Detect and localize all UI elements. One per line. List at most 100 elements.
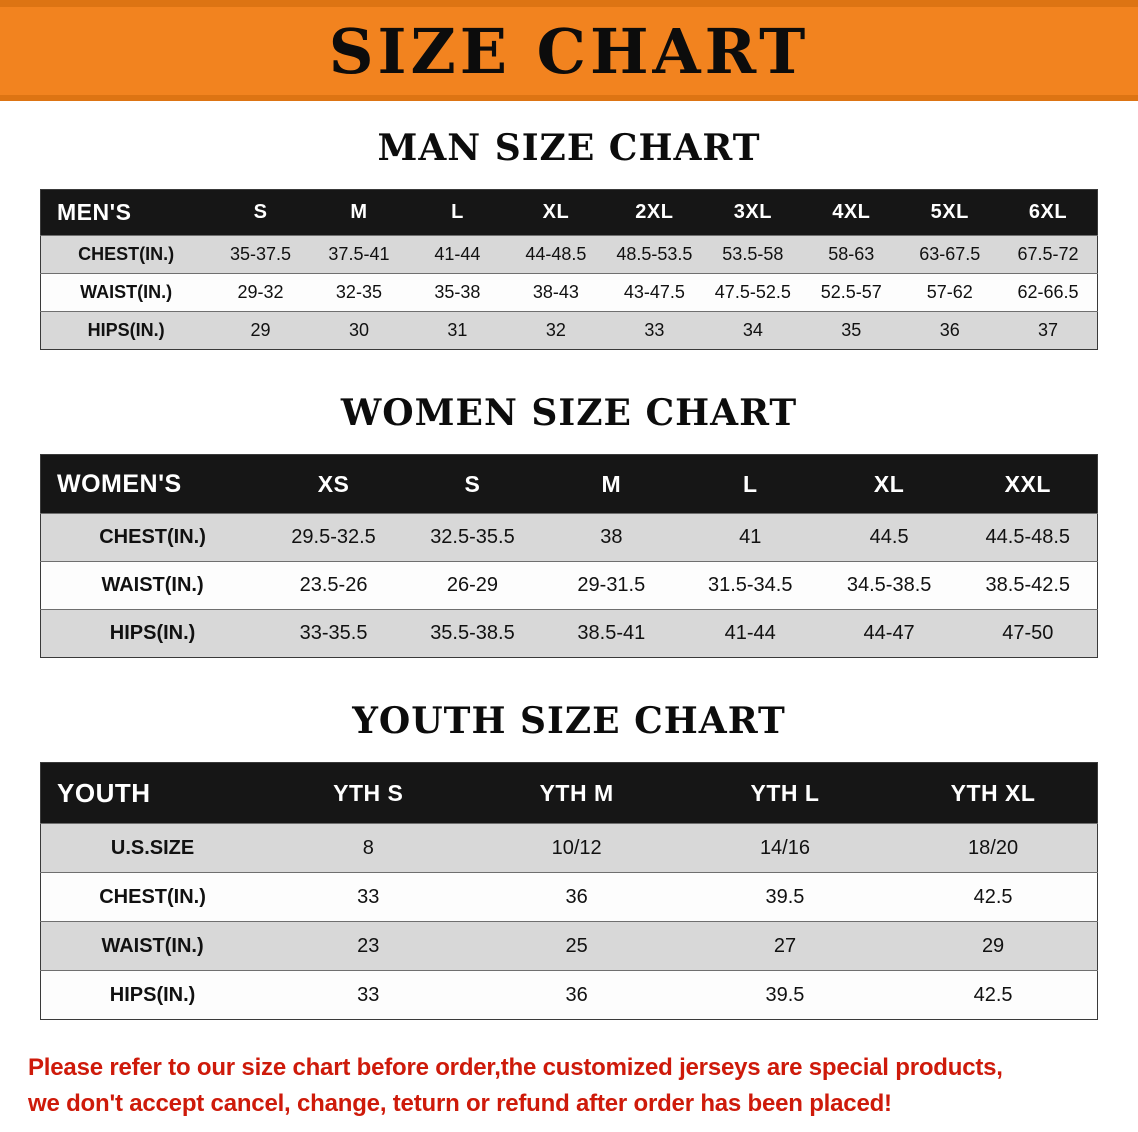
size-value-cell: 37.5-41 (328, 244, 390, 264)
size-column-header: XXL (958, 454, 1098, 514)
disclaimer-line-2: we don't accept cancel, change, teturn o… (28, 1090, 892, 1117)
size-value-cell: 34.5-38.5 (846, 574, 932, 596)
size-value-cell: 29.5-32.5 (291, 526, 376, 548)
category-header: WOMEN'S (40, 454, 265, 514)
size-value-cell: 39.5 (765, 983, 805, 1006)
size-value-cell: 10/12 (551, 836, 602, 859)
size-value-cell: 36 (939, 320, 960, 340)
size-column-header: XL (819, 454, 959, 514)
size-value-cell: 8 (362, 836, 374, 859)
size-column-header: YTH S (264, 762, 473, 824)
size-value-cell: 26-29 (446, 574, 499, 596)
size-value-cell: 48.5-53.5 (616, 244, 693, 264)
size-value-cell: 63-67.5 (919, 244, 981, 264)
banner: SIZE CHART (0, 0, 1138, 101)
size-column-header: L (408, 189, 507, 236)
header-row: YOUTH YTH S YTH M YTH L YTH XL (40, 762, 1098, 824)
size-value-cell: 44.5-48.5 (985, 526, 1071, 548)
size-value-cell: 67.5-72 (1017, 244, 1079, 264)
size-value-cell: 35 (841, 320, 862, 340)
size-value-cell: 25 (565, 934, 588, 957)
size-value-cell: 43-47.5 (623, 282, 685, 302)
men-size-table: MEN'S S M L XL 2XL 3XL 4XL 5XL 6XL CHEST(IN.) 35-37… (40, 189, 1098, 350)
table-row: CHEST(IN.) 29.5-32.5 32.5-35.5 38 41 44.5 44.5… (40, 513, 1098, 562)
size-value-cell: 44.5 (869, 526, 909, 548)
size-value-cell: 53.5-58 (722, 244, 784, 264)
row-label: WAIST(IN.) (101, 574, 204, 596)
size-value-cell: 62-66.5 (1017, 282, 1079, 302)
size-chart-sections: MAN SIZE CHART MEN'S S M L XL 2XL 3XL 4XL 5XL 6XL C… (0, 127, 1138, 1020)
category-header: YOUTH (40, 762, 265, 824)
size-column-header: M (541, 454, 681, 514)
category-header: MEN'S (40, 189, 212, 236)
size-value-cell: 31 (447, 320, 468, 340)
size-column-header: YTH L (680, 762, 890, 824)
size-value-cell: 23.5-26 (299, 574, 368, 596)
table-row: WAIST(IN.) 23 25 27 29 (40, 921, 1098, 971)
disclaimer-line-1: Please refer to our size chart before or… (28, 1054, 1003, 1081)
size-column-header: XS (264, 454, 403, 514)
size-value-cell: 33 (357, 983, 380, 1006)
row-label: HIPS(IN.) (87, 320, 165, 340)
table-row: WAIST(IN.) 29-32 32-35 35-38 38-43 43-47.5 47.… (40, 273, 1098, 312)
size-value-cell: 32.5-35.5 (430, 526, 515, 548)
size-column-header: 4XL (802, 189, 901, 236)
size-value-cell: 44-48.5 (525, 244, 587, 264)
size-value-cell: 23 (357, 934, 380, 957)
size-value-cell: 29-32 (237, 282, 284, 302)
size-value-cell: 36 (565, 885, 588, 908)
size-value-cell: 35-38 (434, 282, 481, 302)
size-column-header: L (680, 454, 820, 514)
row-label: WAIST(IN.) (101, 934, 204, 957)
size-value-cell: 44-47 (863, 622, 915, 644)
table-row: HIPS(IN.) 33-35.5 35.5-38.5 38.5-41 41-44 44-… (40, 609, 1098, 658)
size-value-cell: 32-35 (335, 282, 382, 302)
size-value-cell: 35-37.5 (229, 244, 292, 264)
size-column-header: 5XL (900, 189, 999, 236)
size-column-header: 2XL (605, 189, 704, 236)
women-table: WOMEN'S XS S M L XL XXL CHEST(IN.) 29.5-32.5 32.5… (40, 454, 1098, 658)
size-value-cell: 31.5-34.5 (707, 574, 793, 596)
row-label: HIPS(IN.) (109, 983, 196, 1006)
size-value-cell: 38.5-41 (577, 622, 646, 644)
women-size-table: WOMEN'S XS S M L XL XXL CHEST(IN.) 29.5-32.5 32.5… (40, 454, 1098, 658)
youth-table: YOUTH YTH S YTH M YTH L YTH XL U.S.SIZE 8 10/12… (40, 762, 1098, 1020)
size-value-cell: 35.5-38.5 (430, 622, 515, 644)
size-value-cell: 41-44 (724, 622, 776, 644)
header-row: MEN'S S M L XL 2XL 3XL 4XL 5XL 6XL (40, 189, 1098, 236)
table-row: CHEST(IN.) 35-37.5 37.5-41 41-44 44-48.5 48.5… (40, 235, 1098, 274)
size-value-cell: 32 (545, 320, 566, 340)
size-value-cell: 29 (250, 320, 271, 340)
size-column-header: M (309, 189, 409, 236)
youth-size-table: YOUTH YTH S YTH M YTH L YTH XL U.S.SIZE 8 10/12… (40, 762, 1098, 1020)
section-heading-men: MAN SIZE CHART (377, 127, 761, 169)
size-value-cell: 39.5 (765, 885, 805, 908)
table-row: CHEST(IN.) 33 36 39.5 42.5 (40, 872, 1098, 922)
size-value-cell: 38-43 (532, 282, 579, 302)
size-value-cell: 57-62 (926, 282, 973, 302)
size-column-header: S (211, 189, 310, 236)
size-value-cell: 36 (565, 983, 588, 1006)
size-value-cell: 29 (981, 934, 1005, 957)
size-value-cell: 42.5 (973, 885, 1013, 908)
row-label: CHEST(IN.) (99, 885, 206, 908)
size-value-cell: 41 (739, 526, 762, 548)
size-value-cell: 41-44 (434, 244, 481, 264)
size-column-header: S (403, 454, 542, 514)
table-row: HIPS(IN.) 33 36 39.5 42.5 (40, 970, 1098, 1020)
size-value-cell: 14/16 (759, 836, 810, 859)
table-row: WAIST(IN.) 23.5-26 26-29 29-31.5 31.5-34.5 34… (40, 561, 1098, 610)
page-title: SIZE CHART (328, 14, 810, 88)
header-row: WOMEN'S XS S M L XL XXL (40, 454, 1098, 514)
section-heading-women: WOMEN SIZE CHART (340, 392, 798, 434)
size-value-cell: 58-63 (828, 244, 875, 264)
row-label: U.S.SIZE (110, 836, 195, 859)
size-value-cell: 37 (1037, 320, 1059, 340)
row-label: CHEST(IN.) (78, 244, 175, 264)
size-value-cell: 18/20 (968, 836, 1019, 859)
size-value-cell: 47-50 (1002, 622, 1054, 644)
size-value-cell: 34 (742, 320, 763, 340)
size-value-cell: 52.5-57 (820, 282, 882, 302)
size-value-cell: 33 (357, 885, 380, 908)
